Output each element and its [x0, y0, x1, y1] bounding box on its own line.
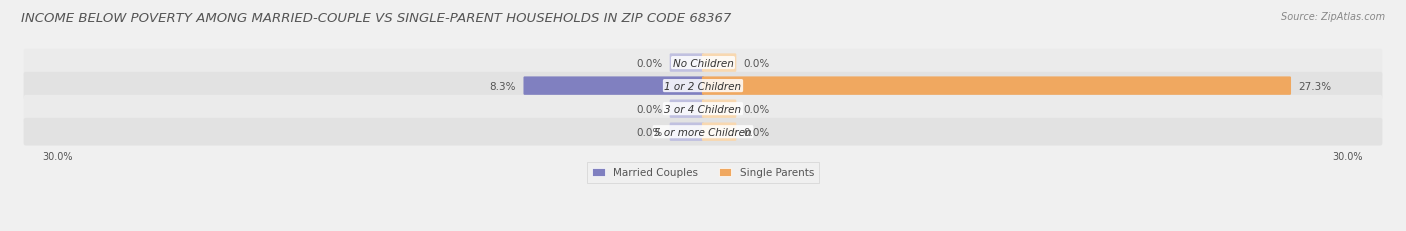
Text: 30.0%: 30.0% — [1333, 151, 1364, 161]
FancyBboxPatch shape — [24, 73, 1382, 100]
Text: INCOME BELOW POVERTY AMONG MARRIED-COUPLE VS SINGLE-PARENT HOUSEHOLDS IN ZIP COD: INCOME BELOW POVERTY AMONG MARRIED-COUPL… — [21, 12, 731, 24]
Text: 30.0%: 30.0% — [42, 151, 73, 161]
Text: 3 or 4 Children: 3 or 4 Children — [665, 104, 741, 114]
FancyBboxPatch shape — [702, 100, 737, 118]
FancyBboxPatch shape — [702, 77, 1291, 95]
Text: No Children: No Children — [672, 58, 734, 68]
Text: Source: ZipAtlas.com: Source: ZipAtlas.com — [1281, 12, 1385, 21]
Text: 27.3%: 27.3% — [1299, 81, 1331, 91]
FancyBboxPatch shape — [669, 100, 704, 118]
FancyBboxPatch shape — [24, 118, 1382, 146]
Text: 5 or more Children: 5 or more Children — [654, 127, 752, 137]
Text: 0.0%: 0.0% — [744, 104, 770, 114]
Text: 0.0%: 0.0% — [636, 58, 662, 68]
Text: 8.3%: 8.3% — [489, 81, 516, 91]
Legend: Married Couples, Single Parents: Married Couples, Single Parents — [586, 162, 820, 183]
FancyBboxPatch shape — [24, 49, 1382, 77]
Text: 0.0%: 0.0% — [744, 58, 770, 68]
FancyBboxPatch shape — [702, 54, 737, 73]
FancyBboxPatch shape — [523, 77, 704, 95]
Text: 1 or 2 Children: 1 or 2 Children — [665, 81, 741, 91]
FancyBboxPatch shape — [702, 123, 737, 141]
FancyBboxPatch shape — [669, 54, 704, 73]
FancyBboxPatch shape — [669, 123, 704, 141]
Text: 0.0%: 0.0% — [744, 127, 770, 137]
FancyBboxPatch shape — [24, 95, 1382, 123]
Text: 0.0%: 0.0% — [636, 104, 662, 114]
Text: 0.0%: 0.0% — [636, 127, 662, 137]
